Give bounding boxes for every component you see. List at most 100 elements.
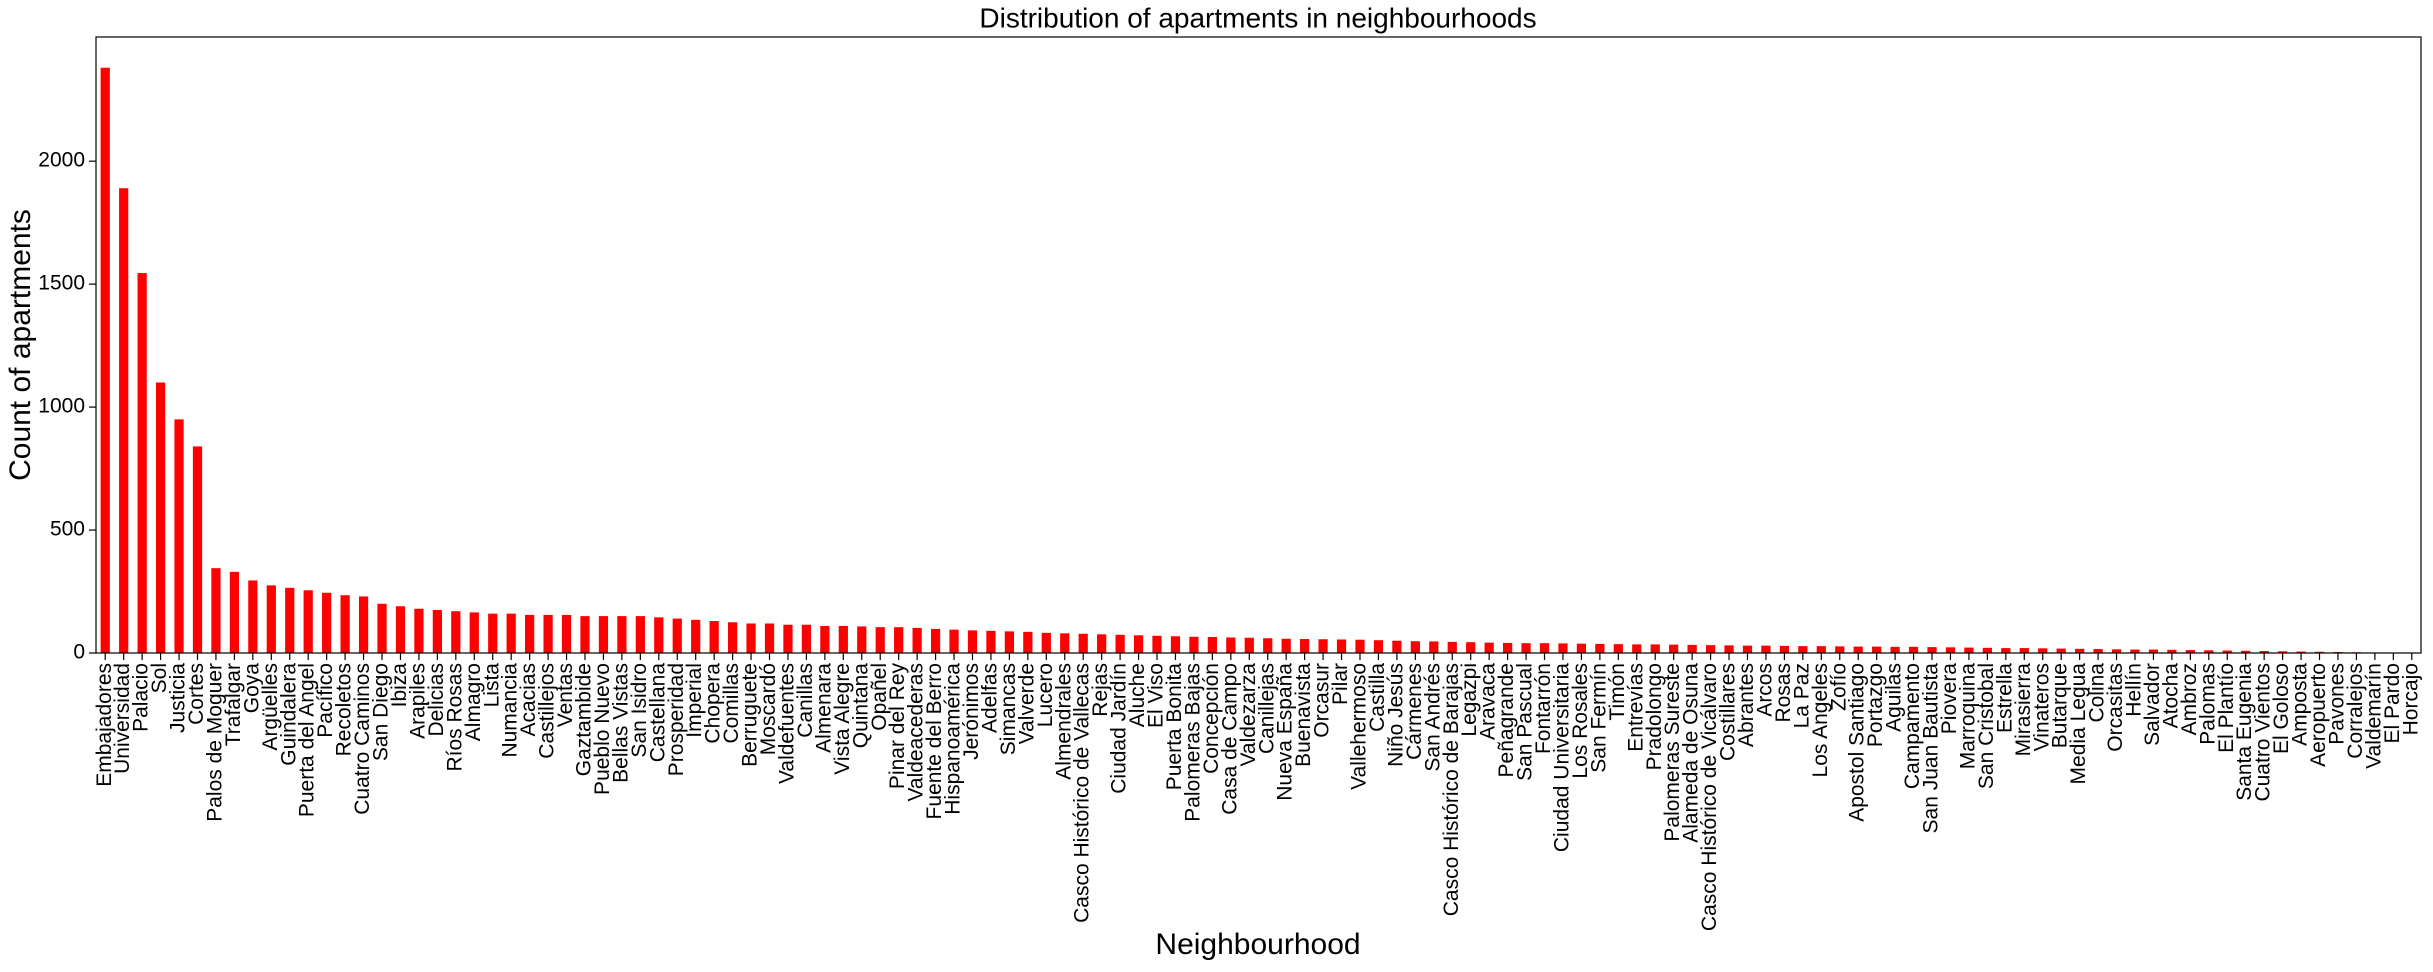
bar	[1761, 645, 1771, 653]
bar	[2222, 650, 2232, 653]
x-tick-label: Imperial	[683, 663, 706, 738]
bar	[1281, 638, 1291, 653]
bar	[1687, 644, 1697, 653]
bar	[1115, 634, 1125, 653]
x-tick-label: Arcos	[1753, 663, 1776, 717]
bar	[875, 627, 885, 653]
bar	[1798, 646, 1808, 653]
x-tick-label: Estrella	[1993, 663, 2016, 733]
x-tick-label: Nueva España	[1274, 663, 1297, 801]
x-tick-label: Canillejas	[1255, 663, 1278, 754]
x-tick-label: San Cristobal	[1975, 663, 1998, 789]
bar	[1170, 636, 1181, 653]
x-tick-label: Piovera	[1938, 663, 1961, 735]
x-tick-label: Casco Histórico de Vallecas	[1071, 663, 1094, 923]
x-tick-label: Aravaca	[1477, 663, 1500, 740]
bar	[783, 624, 793, 653]
bar	[838, 625, 848, 653]
bar	[469, 612, 479, 653]
bar	[967, 630, 978, 653]
bar	[248, 580, 258, 653]
x-tick-label: Simancas	[997, 663, 1020, 755]
bar	[672, 618, 682, 653]
bar	[635, 616, 645, 653]
bar	[1429, 641, 1439, 653]
x-tick-label: Prosperidad	[665, 663, 688, 776]
x-tick-label: Timón	[1606, 663, 1629, 721]
x-tick-label: Aeropuerto	[2307, 663, 2330, 767]
x-tick-label: Lista	[480, 663, 503, 708]
x-tick-label: Sol	[148, 663, 171, 693]
x-tick-label: Lucero	[1034, 663, 1057, 727]
x-tick-label: El Pardo	[2381, 663, 2404, 744]
y-tick-label: 1000	[38, 395, 85, 418]
bar	[727, 622, 738, 653]
bar	[1908, 646, 1919, 653]
x-tick-label: Pacífico	[314, 663, 337, 738]
bar	[820, 625, 830, 653]
bar	[2056, 648, 2066, 653]
x-tick-label: San Andrés	[1421, 663, 1444, 772]
x-tick-label: Costillares	[1717, 663, 1740, 761]
x-tick-label: Numancia	[499, 663, 522, 758]
bar	[1927, 647, 1937, 653]
x-tick-label: Hispanoamérica	[942, 663, 965, 815]
bar	[1835, 646, 1845, 653]
x-tick-label: Orcasitas	[2104, 663, 2127, 752]
bar	[358, 596, 369, 653]
x-tick-label: Universidad	[111, 663, 134, 774]
bar	[2019, 648, 2029, 653]
x-tick-label: Corralejos	[2344, 663, 2367, 759]
bar	[211, 568, 221, 653]
bar	[857, 626, 867, 653]
x-tick-label: Buenavista	[1292, 663, 1315, 767]
x-tick-label: Palomeras Bajas	[1181, 663, 1204, 822]
x-tick-label: Recoletos	[333, 663, 356, 756]
x-tick-label: Justicia	[167, 663, 190, 733]
bar	[414, 608, 424, 653]
bar	[1410, 641, 1420, 653]
x-tick-label: San Diego	[370, 663, 393, 761]
y-tick-label: 1500	[38, 272, 85, 295]
x-tick-label: San Pascual	[1514, 663, 1537, 781]
bar	[1336, 639, 1347, 653]
bar	[1466, 642, 1476, 653]
x-tick-label: Los Angeles	[1809, 663, 1832, 777]
x-tick-label: Chopera	[702, 663, 725, 744]
x-tick-label: San Fermín	[1587, 663, 1610, 773]
x-tick-label: Cortes	[185, 663, 208, 725]
x-tick-label: Amposta	[2289, 663, 2312, 746]
x-tick-label: La Paz	[1790, 663, 1813, 728]
x-tick-label: Valdefuentes	[776, 663, 799, 784]
bar	[303, 590, 313, 653]
bar	[654, 617, 664, 653]
bar	[2185, 650, 2195, 653]
x-tick-label: Salvador	[2141, 663, 2164, 746]
bar	[119, 188, 129, 654]
x-tick-label: San Isidro	[628, 663, 651, 758]
x-tick-label: Concepción	[1200, 663, 1223, 774]
bar	[2204, 650, 2214, 653]
bar	[949, 629, 959, 653]
bar	[1779, 645, 1790, 653]
bar	[1742, 645, 1753, 653]
bar	[801, 624, 812, 653]
x-tick-label: Vallehermoso	[1348, 663, 1371, 790]
x-tick-label: Casa de Campo	[1218, 663, 1241, 815]
x-tick-label: Castellana	[646, 663, 669, 763]
bar	[155, 382, 166, 653]
bar	[930, 628, 941, 653]
x-tick-label: Mirasierra	[2012, 663, 2035, 757]
x-tick-label: Marroquina	[1956, 663, 1979, 770]
x-tick-label: Palacio	[130, 663, 153, 732]
bar	[137, 273, 147, 653]
x-tick-label: Valdemarín	[2362, 663, 2385, 769]
bar	[1521, 643, 1531, 653]
x-tick-label: Ventas	[554, 663, 577, 727]
x-tick-label: Quintana	[849, 663, 872, 749]
bar	[1613, 644, 1623, 653]
bar	[322, 592, 332, 653]
x-tick-label: Ciudad Jardín	[1108, 663, 1131, 794]
x-tick-label: Valdeacederas	[905, 663, 928, 802]
